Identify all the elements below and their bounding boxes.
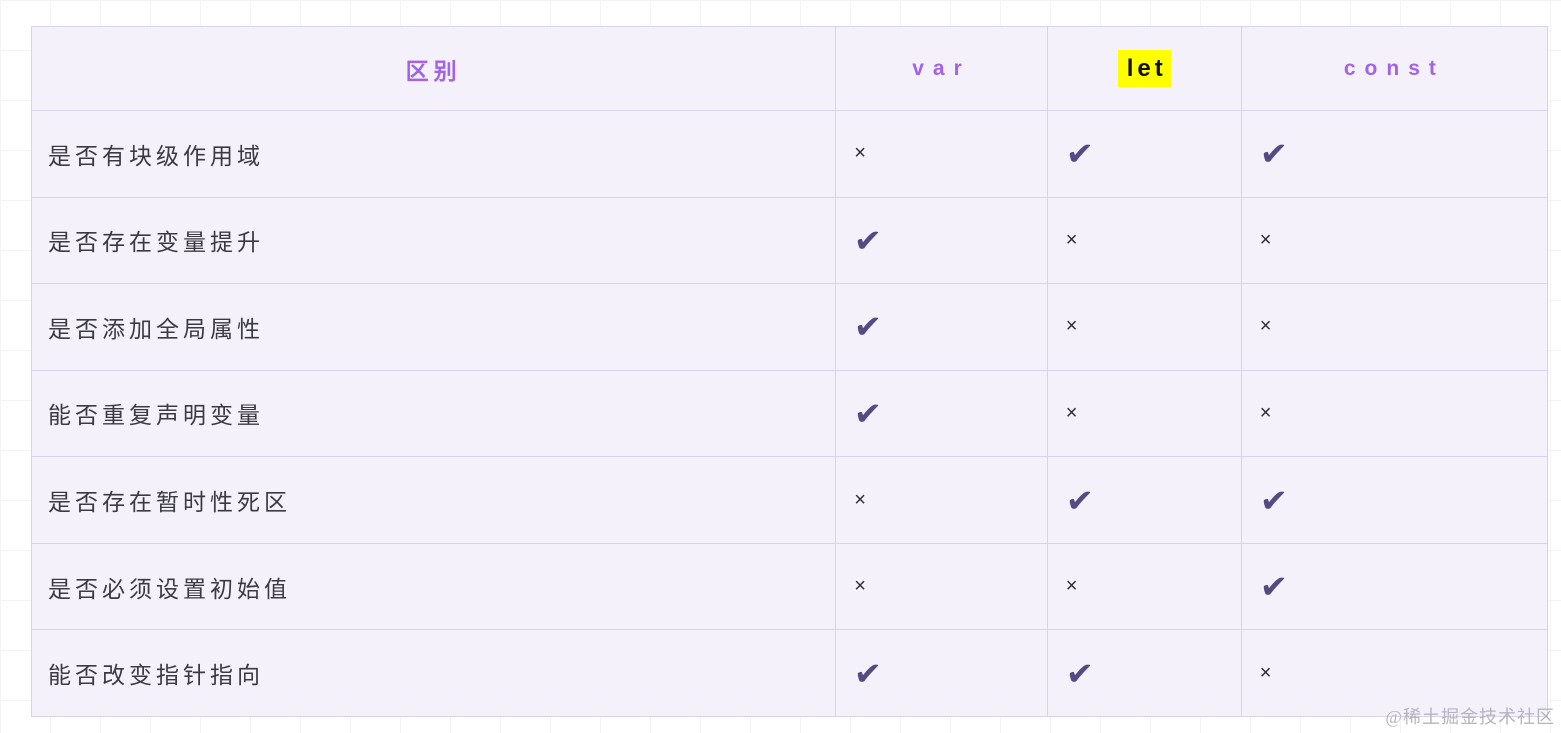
table-row: 能否重复声明变量 ✔ × × xyxy=(30,369,1549,458)
table-header: 区别 var let const xyxy=(30,26,1549,111)
mark-cell-let: ✔ xyxy=(1046,629,1242,717)
mark-cell-const: × xyxy=(1240,196,1549,285)
table-row: 是否必须设置初始值 × × ✔ xyxy=(30,542,1549,631)
mark-glyph: × xyxy=(1259,661,1272,684)
let-highlight: let xyxy=(1117,49,1171,87)
mark-cell-const: × xyxy=(1240,283,1549,371)
header-cell-const: const xyxy=(1240,26,1549,111)
mark-cell-const: ✔ xyxy=(1240,110,1549,198)
table-row: 是否存在暂时性死区 × ✔ ✔ xyxy=(30,456,1549,544)
mark-glyph: × xyxy=(1065,228,1078,251)
mark-glyph: × xyxy=(1259,401,1272,424)
row-label: 是否存在暂时性死区 xyxy=(30,456,837,544)
mark-cell-const: ✔ xyxy=(1240,456,1549,544)
mark-glyph: ✔ xyxy=(1258,134,1289,173)
mark-cell-var: ✔ xyxy=(835,369,1048,458)
row-label: 能否重复声明变量 xyxy=(30,369,837,458)
table-row: 是否存在变量提升 ✔ × × xyxy=(30,196,1549,285)
mark-glyph: ✔ xyxy=(1064,480,1095,520)
mark-glyph: × xyxy=(854,488,866,511)
mark-cell-var: ✔ xyxy=(835,196,1048,285)
mark-cell-var: ✔ xyxy=(835,283,1048,371)
mark-cell-var: × xyxy=(835,456,1048,544)
mark-cell-let: ✔ xyxy=(1046,456,1242,544)
mark-glyph: × xyxy=(854,142,866,165)
mark-cell-const: × xyxy=(1240,369,1549,458)
mark-glyph: × xyxy=(1259,228,1272,251)
mark-glyph: ✔ xyxy=(1258,480,1289,520)
mark-glyph: ✔ xyxy=(1064,653,1095,693)
mark-glyph: ✔ xyxy=(1064,134,1095,173)
row-label: 是否存在变量提升 xyxy=(30,196,837,285)
mark-glyph: ✔ xyxy=(853,307,883,347)
mark-cell-const: × xyxy=(1240,629,1549,717)
header-cell-difference: 区别 xyxy=(30,26,837,111)
mark-glyph: ✔ xyxy=(1258,567,1289,606)
mark-cell-let: × xyxy=(1046,542,1242,631)
mark-glyph: ✔ xyxy=(853,221,883,260)
table-row: 是否添加全局属性 ✔ × × xyxy=(30,283,1549,371)
mark-cell-var: ✔ xyxy=(835,629,1048,717)
mark-cell-let: ✔ xyxy=(1046,110,1242,198)
mark-cell-var: × xyxy=(835,110,1048,198)
table-row: 能否改变指针指向 ✔ ✔ × xyxy=(30,629,1549,717)
mark-cell-var: × xyxy=(835,542,1048,631)
header-cell-var: var xyxy=(835,26,1048,111)
header-row: 区别 var let const xyxy=(30,26,1549,111)
row-label: 能否改变指针指向 xyxy=(30,629,837,717)
mark-cell-let: × xyxy=(1046,283,1242,371)
juejin-watermark: @稀土掘金技术社区 xyxy=(1385,707,1555,727)
mark-glyph: × xyxy=(1065,575,1078,598)
mark-glyph: × xyxy=(854,575,866,598)
row-label: 是否有块级作用域 xyxy=(30,110,837,198)
table-body: 是否有块级作用域 × ✔ ✔ 是否存在变量提升 ✔ × × 是否添加全局属性 ✔… xyxy=(30,110,1549,717)
mark-glyph: × xyxy=(1259,315,1272,338)
mark-cell-const: ✔ xyxy=(1240,542,1549,631)
mark-glyph: ✔ xyxy=(853,653,883,693)
mark-cell-let: × xyxy=(1046,369,1242,458)
header-cell-let: let xyxy=(1046,26,1242,111)
row-label: 是否添加全局属性 xyxy=(30,283,837,371)
mark-cell-let: × xyxy=(1046,196,1242,285)
comparison-table: 区别 var let const 是否有块级作用域 × ✔ ✔ 是否存在变量提升… xyxy=(30,26,1549,717)
row-label: 是否必须设置初始值 xyxy=(30,542,837,631)
mark-glyph: ✔ xyxy=(853,394,883,433)
mark-glyph: × xyxy=(1065,315,1078,338)
mark-glyph: × xyxy=(1065,401,1078,424)
table-row: 是否有块级作用域 × ✔ ✔ xyxy=(30,110,1549,198)
